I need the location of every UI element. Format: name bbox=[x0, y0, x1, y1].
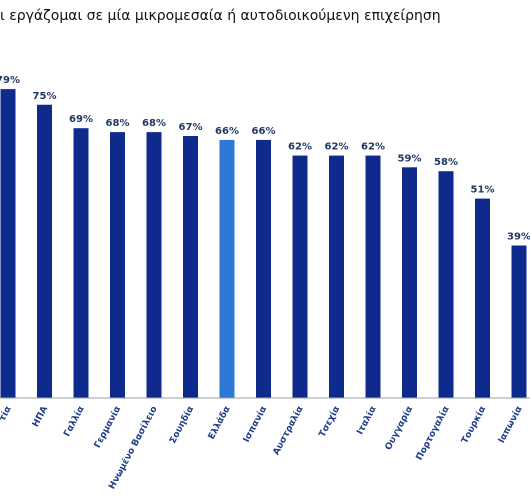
category-label-10: Τσεχία bbox=[317, 404, 343, 439]
value-label-6: 67% bbox=[179, 122, 203, 133]
value-label-9: 62% bbox=[288, 142, 312, 153]
value-label-15: 39% bbox=[507, 232, 530, 243]
category-label-8: Ισπανία bbox=[241, 404, 269, 444]
bar-8 bbox=[256, 139, 271, 398]
bar-11 bbox=[365, 155, 381, 398]
value-label-11: 62% bbox=[361, 142, 385, 153]
category-label-1: τία bbox=[0, 404, 14, 423]
category-label-11: Ιταλία bbox=[355, 404, 379, 436]
value-label-7: 66% bbox=[215, 126, 239, 137]
category-label-14: Τουρκία bbox=[459, 404, 488, 445]
value-label-4: 68% bbox=[106, 118, 130, 129]
chart-title: ι εργάζομαι σε μία μικρομεσαία ή αυτοδιο… bbox=[0, 8, 441, 24]
bar-14 bbox=[475, 198, 490, 398]
bar-6 bbox=[183, 136, 198, 398]
category-label-6: Σουηδία bbox=[167, 404, 196, 445]
category-label-7: Ελλάδα bbox=[207, 405, 233, 442]
bar-15 bbox=[511, 245, 527, 398]
category-label-15: Ιαπωνία bbox=[496, 404, 525, 445]
value-label-10: 62% bbox=[325, 142, 349, 153]
category-label-4: Γερμανία bbox=[92, 404, 123, 450]
value-label-3: 69% bbox=[69, 114, 93, 125]
value-label-12: 59% bbox=[398, 153, 422, 164]
bar-13 bbox=[438, 171, 454, 398]
bar-2 bbox=[37, 104, 52, 398]
bar-7 bbox=[219, 139, 235, 398]
bar-5 bbox=[146, 132, 162, 398]
category-label-12: Ουγγαρία bbox=[383, 404, 415, 452]
value-label-14: 51% bbox=[471, 185, 495, 196]
bar-3 bbox=[73, 128, 89, 398]
category-label-9: Αυστραλία bbox=[271, 404, 306, 457]
bar-4 bbox=[110, 132, 125, 398]
bar-10 bbox=[329, 155, 344, 398]
value-label-13: 58% bbox=[434, 157, 458, 168]
value-label-5: 68% bbox=[142, 118, 166, 129]
bar-1 bbox=[0, 89, 16, 399]
value-label-2: 75% bbox=[33, 91, 57, 102]
category-label-3: Γαλλία bbox=[61, 404, 86, 438]
value-label-8: 66% bbox=[252, 126, 276, 137]
bar-9 bbox=[292, 155, 308, 398]
category-label-13: Πορτογαλία bbox=[414, 404, 452, 462]
value-label-1: 79% bbox=[0, 75, 20, 86]
category-label-2: ΗΠΑ bbox=[31, 405, 50, 429]
bar-12 bbox=[402, 167, 417, 398]
